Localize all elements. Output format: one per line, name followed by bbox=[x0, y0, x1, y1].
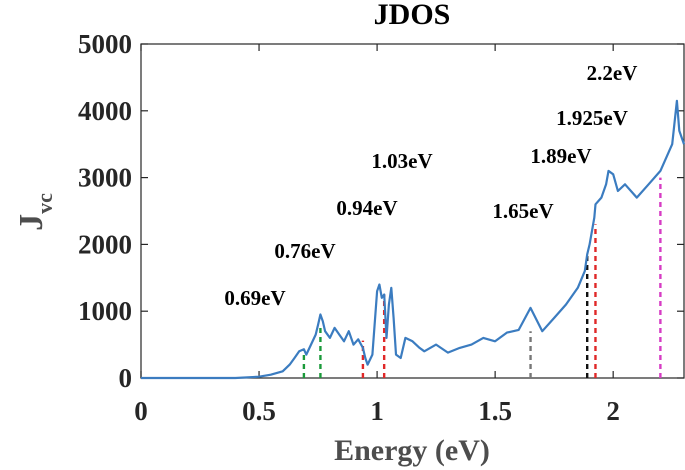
x-tick-label: 2 bbox=[606, 396, 620, 426]
y-axis-ticks: 0 1000 2000 3000 4000 5000 bbox=[78, 29, 684, 393]
x-tick-label: 0.5 bbox=[242, 396, 276, 426]
chart-title: JDOS bbox=[374, 0, 451, 31]
svg-text:Jvc: Jvc bbox=[13, 193, 57, 231]
x-axis-ticks: 0 0.5 1 1.5 2 bbox=[134, 44, 620, 426]
energy-annotation-label: 0.69eV bbox=[224, 286, 285, 310]
y-tick-label: 3000 bbox=[78, 163, 132, 193]
y-tick-label: 0 bbox=[119, 363, 133, 393]
energy-annotation-label: 1.65eV bbox=[492, 199, 553, 223]
jdos-series-line bbox=[141, 99, 685, 380]
plot-area bbox=[140, 43, 685, 379]
y-axis-label-main: J bbox=[13, 214, 50, 231]
energy-annotation-label: 1.03eV bbox=[371, 149, 432, 173]
energy-annotation-label: 2.2eV bbox=[587, 61, 638, 85]
x-tick-label: 1.5 bbox=[478, 396, 512, 426]
x-tick-label: 0 bbox=[134, 396, 148, 426]
y-tick-label: 4000 bbox=[78, 96, 132, 126]
y-tick-label: 5000 bbox=[78, 29, 132, 59]
x-tick-label: 1 bbox=[370, 396, 384, 426]
energy-annotation-label: 1.925eV bbox=[556, 106, 628, 130]
energy-annotation-label: 0.94eV bbox=[336, 196, 397, 220]
energy-annotation-label: 0.76eV bbox=[274, 239, 335, 263]
energy-annotation-label: 1.89eV bbox=[530, 144, 591, 168]
y-tick-label: 2000 bbox=[78, 229, 132, 259]
x-axis-label: Energy (eV) bbox=[334, 434, 490, 467]
y-axis-label: Jvc bbox=[13, 193, 57, 231]
y-axis-label-sub: vc bbox=[32, 193, 57, 214]
y-tick-label: 1000 bbox=[78, 296, 132, 326]
